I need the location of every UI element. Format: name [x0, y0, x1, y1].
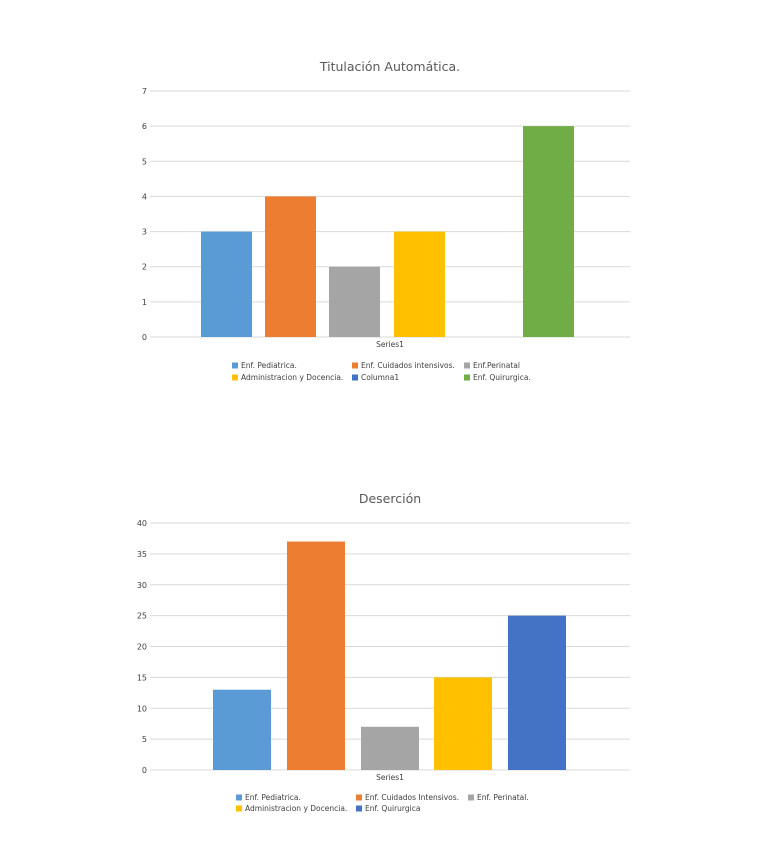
legend-swatch: [236, 794, 242, 801]
legend-swatch: [464, 374, 470, 381]
bar: [201, 231, 252, 337]
legend-label: Columna1: [361, 373, 399, 382]
bar: [287, 541, 345, 770]
y-tick-label: 0: [142, 333, 147, 342]
y-tick-label: 0: [142, 766, 147, 775]
chart-title: Deserción: [359, 491, 421, 506]
bar: [523, 126, 574, 338]
legend-swatch: [356, 794, 362, 801]
bar: [329, 266, 380, 337]
legend-label: Administracion y Docencia.: [245, 804, 347, 813]
y-tick-label: 15: [137, 673, 147, 682]
y-tick-label: 10: [137, 704, 147, 713]
bar: [265, 196, 316, 337]
y-tick-label: 35: [137, 550, 147, 559]
legend-label: Enf. Quirurgica: [365, 804, 420, 813]
legend-label: Enf. Cuidados Intensivos.: [365, 793, 459, 802]
legend-label: Enf. Perinatal.: [477, 793, 529, 802]
legend-label: Enf. Pediatrica.: [241, 361, 297, 370]
legend-swatch: [236, 805, 242, 812]
x-category-label: Series1: [376, 340, 404, 349]
bar: [434, 677, 492, 770]
bar: [361, 726, 419, 770]
bar: [394, 231, 445, 337]
y-tick-label: 5: [142, 157, 147, 166]
y-tick-label: 6: [142, 122, 147, 131]
y-tick-label: 4: [142, 192, 147, 201]
bar: [508, 615, 566, 770]
legend-swatch: [356, 805, 362, 812]
legend-label: Enf. Quirurgica.: [473, 373, 531, 382]
y-tick-label: 25: [137, 612, 147, 621]
legend-label: Enf. Cuidados intensivos.: [361, 361, 455, 370]
chart-title: Titulación Automática.: [319, 59, 460, 74]
legend-swatch: [232, 362, 238, 369]
legend-swatch: [352, 362, 358, 369]
y-tick-label: 5: [142, 735, 147, 744]
y-tick-label: 7: [142, 87, 147, 96]
y-tick-label: 30: [137, 581, 147, 590]
y-tick-label: 1: [142, 298, 147, 307]
y-tick-label: 3: [142, 228, 147, 237]
y-tick-label: 20: [137, 643, 147, 652]
legend-label: Enf. Pediatrica.: [245, 793, 301, 802]
legend-swatch: [352, 374, 358, 381]
bar: [213, 689, 271, 770]
y-tick-label: 40: [137, 519, 147, 528]
legend-swatch: [232, 374, 238, 381]
chart-titulacion-automatica: Titulación Automática. 0 1 2 3 4 5 6 7 Series1 Enf…: [142, 59, 630, 382]
chart-desercion: Deserción 0 5 10 15 20 25 30 35 40 Series1 Enf. Ped…: [137, 491, 630, 813]
x-category-label: Series1: [376, 773, 404, 782]
legend-label: Administracion y Docencia.: [241, 373, 343, 382]
legend-label: Enf.Perinatal: [473, 361, 520, 370]
legend-swatch: [468, 794, 474, 801]
y-tick-label: 2: [142, 263, 147, 272]
legend-swatch: [464, 362, 470, 369]
